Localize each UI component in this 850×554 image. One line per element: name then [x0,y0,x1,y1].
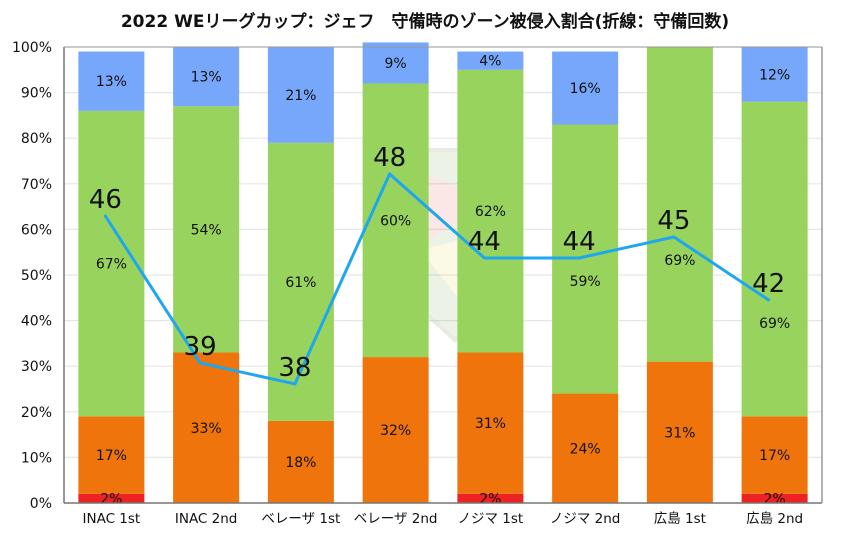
line-point [767,298,771,302]
line-point-label: 46 [89,185,122,215]
segment-label: 2% [764,491,786,507]
x-tick-label: 広島 1st [654,511,706,527]
line-point [577,256,581,260]
line-point [293,382,297,386]
segment-label: 33% [191,421,222,437]
x-tick-label: INAC 1st [83,511,141,527]
bars [78,42,808,503]
bar-segment-green [457,69,524,353]
y-tick-label: 100% [12,40,52,56]
segment-label: 2% [100,491,122,507]
segment-label: 12% [759,67,790,83]
chart-title: 2022 WEリーグカップ：ジェフ 守備時のゾーン被侵入割合(折線：守備回数) [121,11,729,32]
segment-label: 69% [664,253,695,269]
x-tick-label: INAC 2nd [175,511,238,527]
y-tick-label: 80% [21,131,52,147]
segment-label: 61% [285,275,316,291]
segment-label: 67% [96,257,127,273]
bar-segment-blue [267,47,334,143]
bar-segment-orange [457,352,524,494]
line-point [198,361,202,365]
bar-segment-blue [78,51,145,111]
segment-label: 69% [759,316,790,332]
segment-label: 2% [479,491,501,507]
line-point [672,235,676,239]
bar-segment-orange [173,352,240,503]
line-point-label: 48 [373,143,406,173]
y-tick-label: 60% [21,222,52,238]
y-tick-label: 20% [21,405,52,421]
segment-label: 54% [191,222,222,238]
x-tick-label: 広島 2nd [746,511,803,527]
line-point-label: 39 [184,332,217,362]
bar-segment-blue [741,47,808,102]
line-point-label: 45 [657,206,690,236]
bar-segment-blue [552,51,619,125]
x-tick-label: ノジマ 1st [458,511,524,527]
segment-label: 13% [96,74,127,90]
bar-segment-red [78,493,145,503]
defense-count-line [103,172,771,386]
y-tick-label: 70% [21,177,52,193]
bar-segment-green [741,101,808,417]
defense-count-labels: 46 39 38 48 44 44 45 42 [89,143,785,383]
line-point-label: 42 [752,269,785,299]
y-tick-label: 30% [21,359,52,375]
bar-segment-orange [646,361,713,503]
y-axis-ticks: 0% 10% 20% 30% 40% 50% 60% 70% 80% 90% 100% [12,40,52,512]
x-axis-ticks: INAC 1st INAC 2nd ベレーザ 1st ベレーザ 2nd ノジマ 1st ノ… [83,511,804,527]
y-tick-label: 10% [21,450,52,466]
bar-segment-orange [267,420,334,503]
x-tick-label: ノジマ 2nd [550,511,621,527]
segment-labels: 2% 17% 67% 13% 33% 54% 13% 18% 61% 21% 32% 60% 9% 2% 3… [96,54,790,508]
line-point-label: 44 [563,227,596,257]
y-tick-label: 0% [30,496,52,512]
segment-label: 18% [285,455,316,471]
segment-label: 59% [570,274,601,290]
x-tick-label: ベレーザ 2nd [354,511,438,527]
y-tick-label: 90% [21,86,52,102]
line-point [482,256,486,260]
bar-segment-blue [362,42,429,84]
segment-label: 9% [385,56,407,72]
x-tick-label: ベレーザ 1st [261,511,340,527]
bar-segment-red [457,493,524,503]
line-point [103,214,107,218]
segment-label: 62% [475,204,506,220]
bar-segment-blue [457,51,524,70]
segment-label: 31% [664,425,695,441]
bar-segment-blue [173,47,240,107]
bar-segment-orange [362,357,429,503]
segment-label: 60% [380,213,411,229]
line-point-label: 38 [278,353,311,383]
segment-label: 17% [759,448,790,464]
bar-segment-green [362,83,429,358]
bar-segment-green [646,47,713,362]
segment-label: 4% [479,54,501,70]
segment-label: 32% [380,423,411,439]
axes [63,46,823,504]
segment-label: 24% [570,441,601,457]
segment-label: 31% [475,416,506,432]
bar-segment-green [78,110,145,417]
y-tick-label: 40% [21,314,52,330]
segment-label: 21% [285,88,316,104]
segment-label: 17% [96,448,127,464]
bar-segment-green [173,106,240,353]
bar-segment-orange [78,416,145,494]
y-tick-label: 50% [21,268,52,284]
bar-segment-green [267,142,334,421]
bar-segment-orange [741,416,808,494]
bar-segment-red [741,493,808,503]
line-point-label: 44 [468,227,501,257]
segment-label: 16% [570,81,601,97]
segment-label: 13% [191,70,222,86]
line-point [388,172,392,176]
bar-segment-orange [552,393,619,503]
line-series-path [104,172,770,386]
